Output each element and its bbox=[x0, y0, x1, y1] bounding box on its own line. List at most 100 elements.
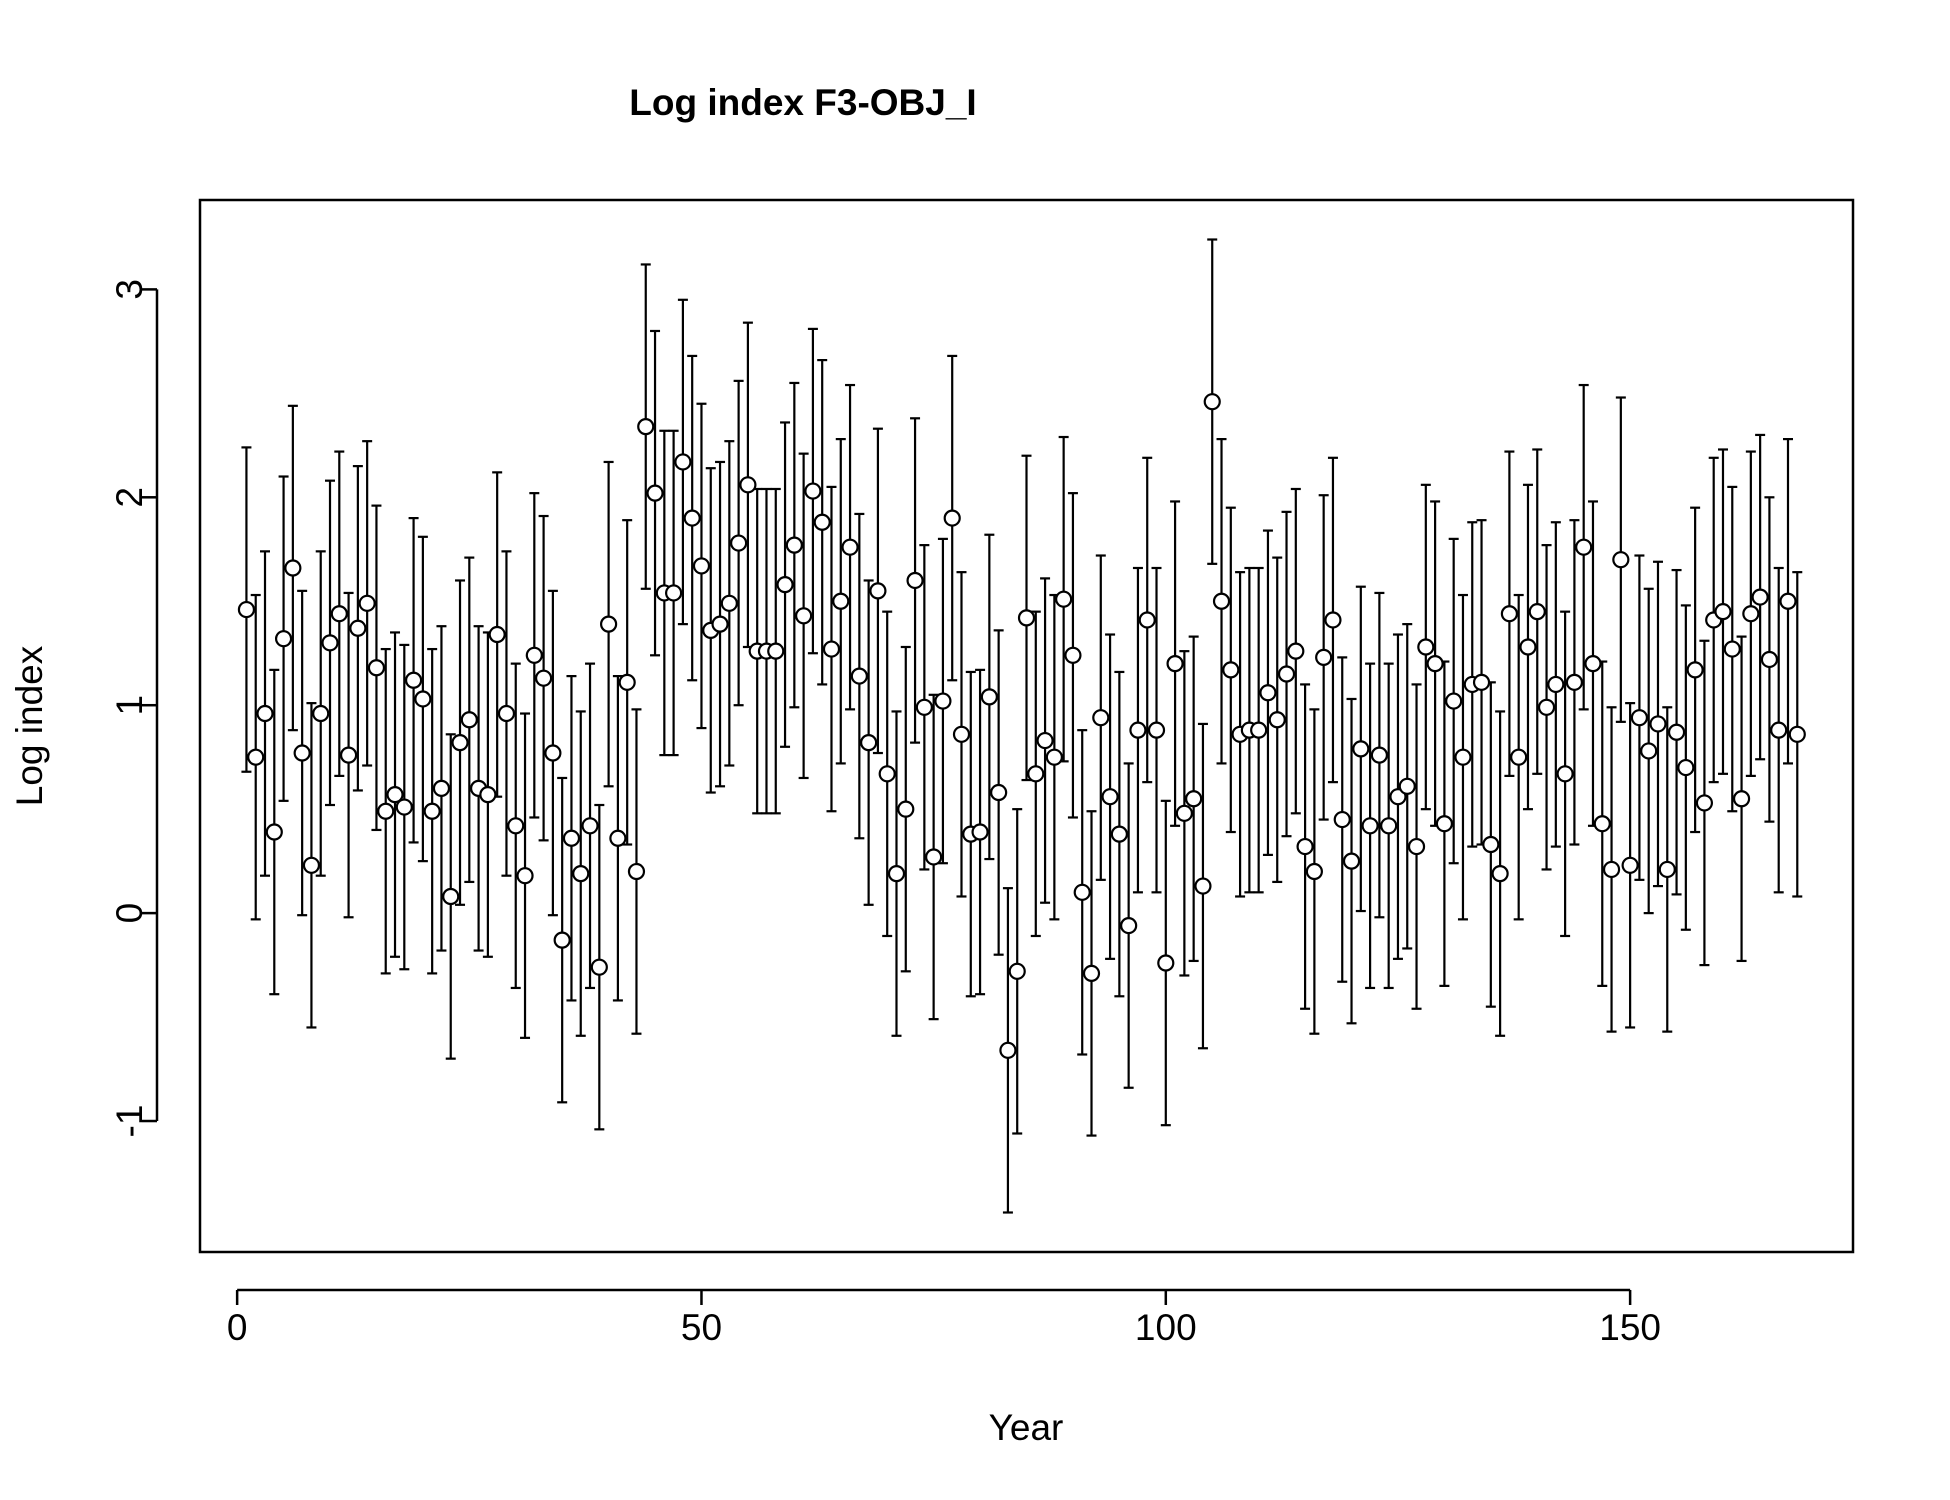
data-point bbox=[646, 484, 664, 502]
data-point bbox=[377, 802, 395, 820]
data-point bbox=[1175, 804, 1193, 822]
data-point bbox=[553, 931, 571, 949]
data-point bbox=[581, 817, 599, 835]
data-point bbox=[841, 538, 859, 556]
x-tick-label: 100 bbox=[1135, 1307, 1197, 1348]
data-point bbox=[878, 765, 896, 783]
data-point bbox=[609, 829, 627, 847]
data-point bbox=[1612, 551, 1630, 569]
data-point bbox=[1092, 709, 1110, 727]
y-tick-label: 3 bbox=[109, 279, 150, 300]
data-point bbox=[739, 476, 757, 494]
data-point bbox=[321, 634, 339, 652]
data-point bbox=[1575, 538, 1593, 556]
data-point bbox=[1621, 856, 1639, 874]
data-point bbox=[897, 800, 915, 818]
data-point bbox=[349, 619, 367, 637]
data-point bbox=[850, 667, 868, 685]
data-point bbox=[1305, 862, 1323, 881]
data-point bbox=[1389, 788, 1407, 806]
data-point bbox=[1398, 777, 1416, 795]
data-point bbox=[934, 692, 952, 710]
data-point bbox=[1027, 765, 1045, 783]
data-point bbox=[1556, 765, 1574, 783]
data-point bbox=[1500, 605, 1518, 623]
data-point bbox=[813, 513, 831, 531]
y-tick-label: 1 bbox=[109, 695, 150, 716]
data-point bbox=[627, 862, 646, 881]
y-tick-label: 2 bbox=[109, 487, 150, 508]
x-axis: 0 50 100 150 bbox=[227, 1288, 1661, 1348]
data-point bbox=[1593, 815, 1611, 833]
data-point bbox=[822, 640, 841, 658]
data-point bbox=[330, 605, 348, 623]
data-point bbox=[1185, 790, 1203, 808]
data-point bbox=[1147, 721, 1166, 739]
data-point bbox=[247, 748, 265, 766]
data-point bbox=[1036, 731, 1054, 750]
data-point bbox=[1417, 638, 1435, 656]
data-point bbox=[1110, 825, 1128, 843]
data-point bbox=[832, 592, 850, 610]
data-point bbox=[795, 607, 813, 625]
data-point bbox=[1547, 675, 1565, 694]
data-point bbox=[274, 630, 293, 648]
chart-title: Log index F3-OBJ_I bbox=[629, 82, 976, 123]
data-point bbox=[1630, 709, 1649, 727]
data-point bbox=[1333, 810, 1351, 829]
data-point bbox=[432, 779, 451, 797]
data-point bbox=[358, 594, 376, 612]
data-point bbox=[293, 744, 311, 762]
data-point bbox=[1584, 655, 1602, 673]
data-point bbox=[1426, 655, 1444, 673]
x-axis-label: Year bbox=[989, 1407, 1064, 1448]
data-point bbox=[1435, 815, 1453, 833]
data-point bbox=[1166, 655, 1184, 673]
y-axis: -1 0 1 2 3 bbox=[109, 279, 159, 1137]
data-point bbox=[1370, 746, 1388, 764]
data-point bbox=[284, 559, 302, 577]
data-point bbox=[237, 600, 256, 619]
data-point bbox=[925, 848, 943, 866]
data-point bbox=[1352, 740, 1370, 758]
data-point bbox=[665, 584, 683, 602]
data-point bbox=[785, 536, 803, 554]
data-point bbox=[572, 865, 590, 883]
data-point bbox=[952, 725, 971, 743]
data-point bbox=[1138, 611, 1156, 629]
data-point bbox=[1194, 877, 1212, 895]
data-point bbox=[479, 786, 497, 804]
data-point bbox=[1751, 588, 1769, 606]
data-point bbox=[1250, 721, 1268, 739]
data-point bbox=[683, 509, 701, 527]
data-point bbox=[1361, 817, 1379, 835]
data-point bbox=[1101, 788, 1119, 806]
data-point bbox=[1537, 698, 1556, 716]
data-point bbox=[943, 509, 961, 527]
data-point bbox=[442, 887, 460, 906]
data-point bbox=[999, 1041, 1017, 1059]
data-point bbox=[1510, 748, 1528, 766]
data-point bbox=[1667, 723, 1686, 741]
data-point bbox=[1120, 916, 1138, 935]
data-point bbox=[1342, 852, 1361, 870]
data-point bbox=[1017, 609, 1036, 627]
data-point bbox=[1640, 742, 1658, 760]
data-point bbox=[312, 704, 330, 723]
data-point bbox=[1732, 790, 1751, 808]
data-point bbox=[423, 802, 441, 820]
data-point bbox=[869, 582, 887, 600]
data-point bbox=[1454, 748, 1472, 766]
data-point bbox=[692, 557, 711, 575]
x-tick-label: 50 bbox=[681, 1307, 722, 1348]
data-point bbox=[339, 746, 358, 764]
data-point bbox=[804, 482, 822, 500]
data-point bbox=[544, 744, 562, 762]
data-point bbox=[535, 669, 553, 687]
data-point bbox=[562, 829, 581, 847]
data-point bbox=[516, 867, 534, 885]
data-point bbox=[1723, 640, 1741, 658]
data-point bbox=[367, 659, 386, 677]
data-point bbox=[1658, 860, 1676, 879]
